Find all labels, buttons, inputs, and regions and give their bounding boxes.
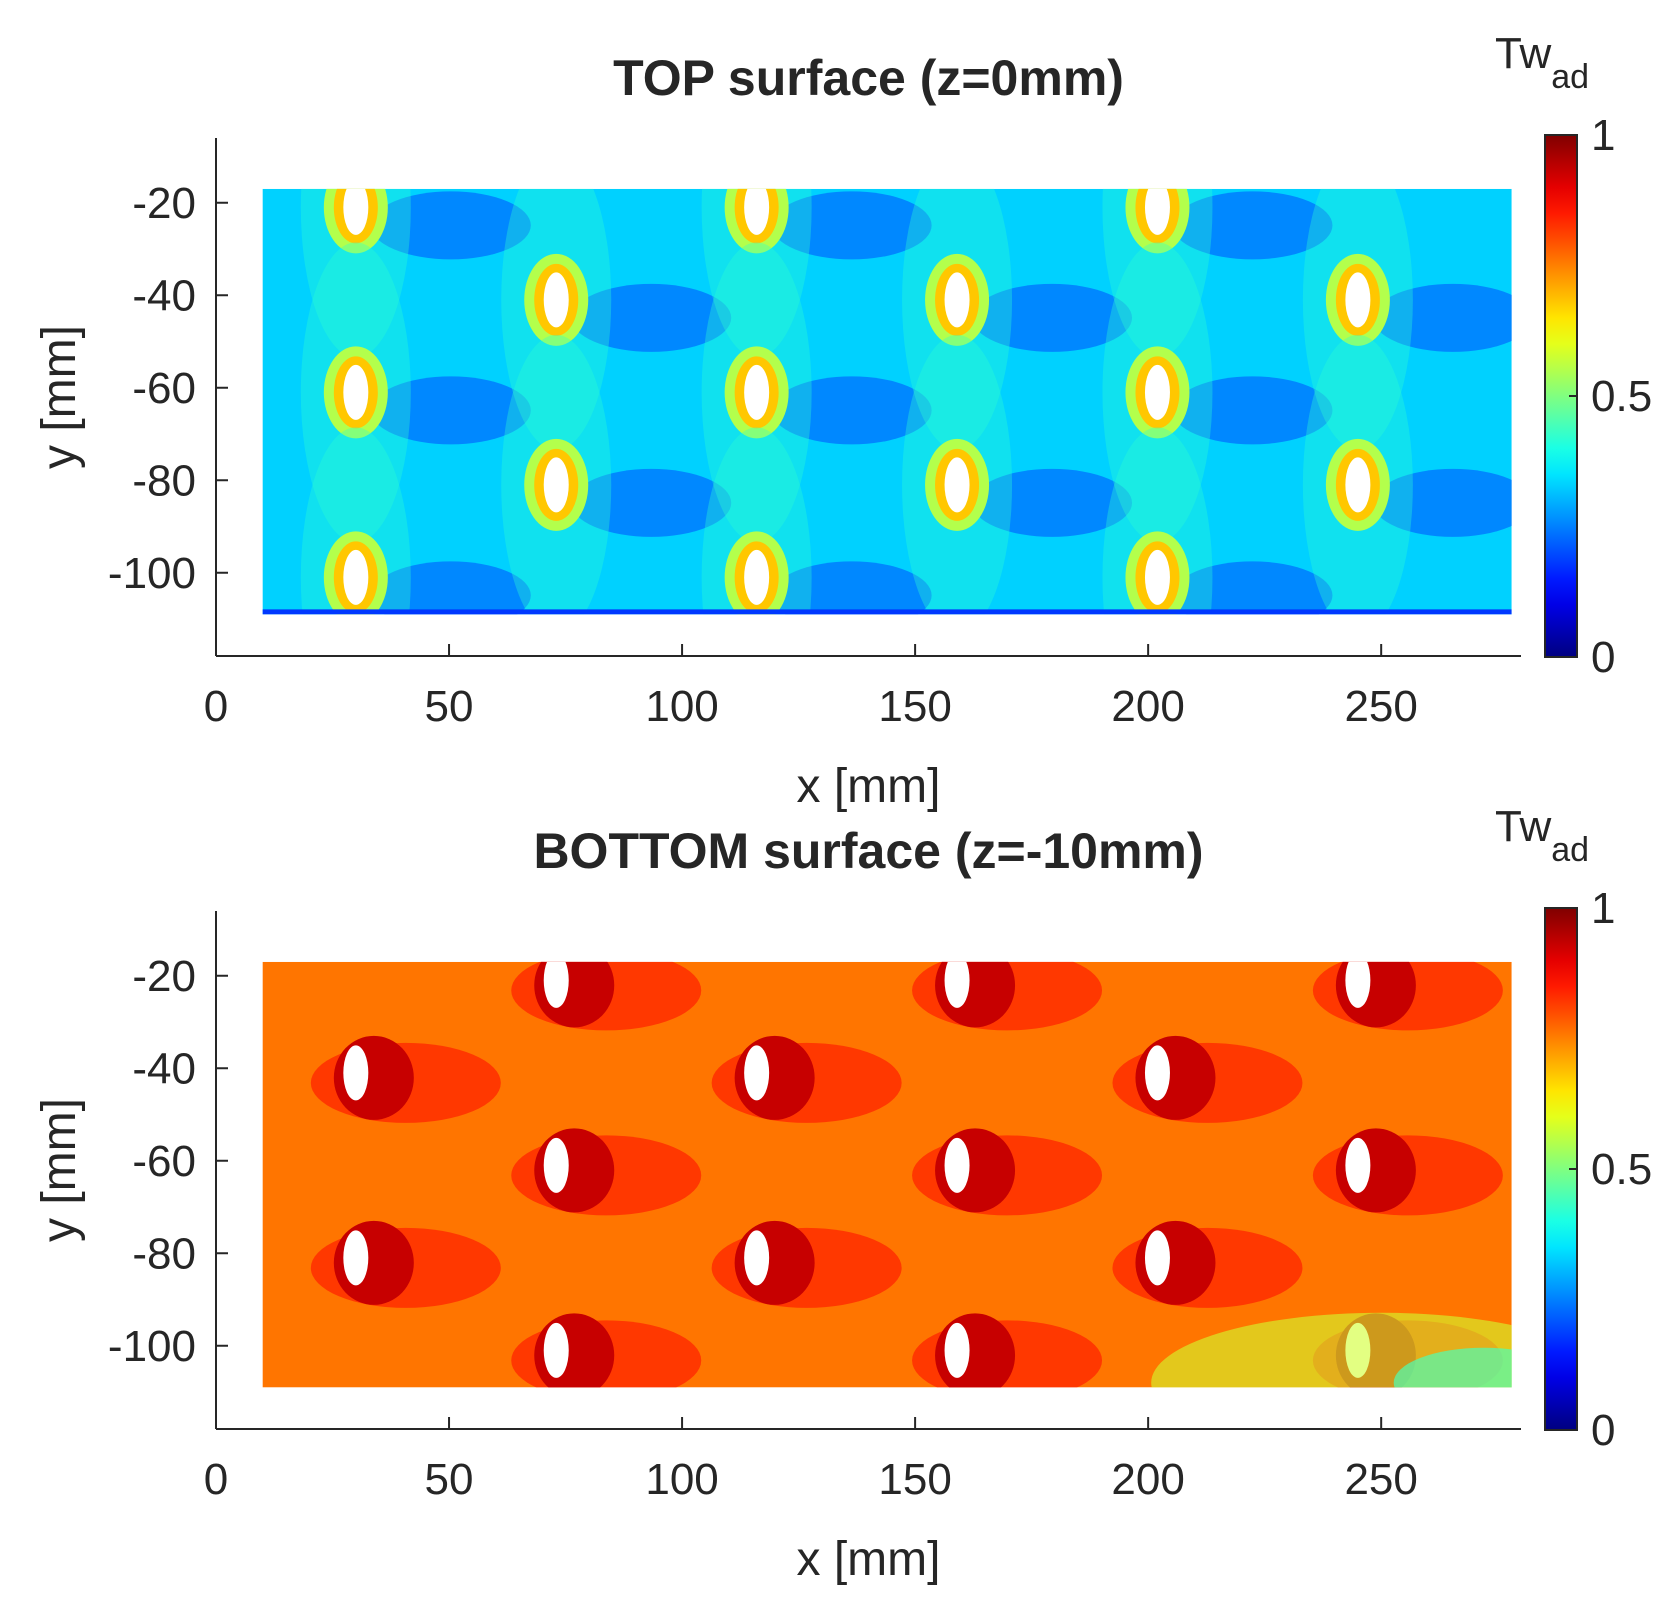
hole-marker xyxy=(1144,549,1170,605)
x-tick-label: 250 xyxy=(1344,1455,1417,1504)
hole-marker xyxy=(543,1322,569,1378)
y-tick-label: -80 xyxy=(132,1229,196,1278)
x-tick-label: 100 xyxy=(645,1455,718,1504)
colorbar-label-sub: ad xyxy=(1551,58,1589,96)
wake-region xyxy=(771,376,932,445)
wake-region xyxy=(1172,191,1333,260)
x-tick-label: 50 xyxy=(425,682,474,731)
y-tick-label: -40 xyxy=(132,1044,196,1093)
x-tick-label: 250 xyxy=(1344,682,1417,731)
colorbar-tick-label: 0.5 xyxy=(1591,1145,1652,1194)
hole-marker xyxy=(944,1137,970,1193)
y-tick-label: -100 xyxy=(108,549,196,598)
wake-region xyxy=(972,283,1133,352)
colorbar-tick-label: 0 xyxy=(1591,1406,1615,1455)
hole-marker xyxy=(744,549,770,605)
hole-marker xyxy=(944,457,970,513)
chart-title: BOTTOM surface (z=-10mm) xyxy=(533,823,1203,879)
y-tick-label: -40 xyxy=(132,271,196,320)
wake-region xyxy=(1172,376,1333,445)
hole-marker xyxy=(944,272,970,328)
streak-region xyxy=(300,188,411,358)
colorbar-label: Twad xyxy=(1495,29,1589,96)
colorbar-label-sub: ad xyxy=(1551,831,1589,869)
y-tick-label: -20 xyxy=(132,179,196,228)
x-tick-label: 0 xyxy=(204,682,228,731)
wake-region xyxy=(571,283,732,352)
x-tick-label: 150 xyxy=(878,1455,951,1504)
heatmap-field xyxy=(262,961,1512,1388)
hole-marker xyxy=(1144,364,1170,420)
x-axis-label: x [mm] xyxy=(797,760,941,813)
colorbar-label-main: Tw xyxy=(1495,802,1551,851)
hole-marker xyxy=(1345,457,1371,513)
heatmap-background xyxy=(262,961,1512,1388)
hole-marker xyxy=(343,364,369,420)
y-tick-label: -100 xyxy=(108,1322,196,1371)
hole-marker xyxy=(944,1322,970,1378)
colorbar-label-main: Tw xyxy=(1495,29,1551,78)
hole-marker xyxy=(944,961,970,1008)
hole-marker xyxy=(343,1045,369,1101)
wake-region xyxy=(1372,468,1512,537)
hole-marker xyxy=(1144,188,1170,235)
cool-region xyxy=(1393,1347,1512,1388)
streak-region xyxy=(701,188,812,358)
colorbar-label: Twad xyxy=(1495,802,1589,869)
edge-strip xyxy=(262,609,1512,615)
x-axis-label: x [mm] xyxy=(797,1533,941,1586)
heatmap-field xyxy=(262,188,1512,615)
wake-region xyxy=(771,191,932,260)
colorbar-tick-label: 0.5 xyxy=(1591,372,1652,421)
y-tick-label: -60 xyxy=(132,1137,196,1186)
hole-marker xyxy=(1345,1137,1371,1193)
hole-marker xyxy=(1144,1045,1170,1101)
hole-marker xyxy=(744,364,770,420)
y-tick-label: -80 xyxy=(132,456,196,505)
wake-region xyxy=(1372,283,1512,352)
hole-marker xyxy=(744,188,770,235)
hole-marker xyxy=(543,961,569,1008)
hole-marker xyxy=(343,188,369,235)
cool-region xyxy=(1151,1312,1512,1388)
hole-marker xyxy=(543,1137,569,1193)
colorbar-tick-label: 1 xyxy=(1591,111,1615,160)
colorbar-tick-label: 0 xyxy=(1591,633,1615,682)
y-axis-label: y [mm] xyxy=(33,325,86,469)
x-tick-label: 100 xyxy=(645,682,718,731)
chart-panel-1: 0 50 100 150 200 250 -20 -40 -60 -80 -100 BOTTOM su… xyxy=(33,802,1652,1586)
chart-title: TOP surface (z=0mm) xyxy=(613,50,1124,106)
wake-region xyxy=(972,468,1133,537)
hole-marker xyxy=(343,549,369,605)
wake-region xyxy=(370,191,531,260)
x-tick-label: 150 xyxy=(878,682,951,731)
hole-marker xyxy=(343,1230,369,1286)
hole-marker xyxy=(543,272,569,328)
x-tick-label: 0 xyxy=(204,1455,228,1504)
wake-region xyxy=(1172,561,1333,615)
hole-marker xyxy=(1345,961,1371,1008)
wake-region xyxy=(571,468,732,537)
streak-region xyxy=(1102,188,1213,358)
wake-region xyxy=(370,561,531,615)
hole-marker xyxy=(744,1045,770,1101)
hole-marker xyxy=(1345,272,1371,328)
wake-region xyxy=(370,376,531,445)
hole-marker xyxy=(543,457,569,513)
x-tick-label: 200 xyxy=(1111,682,1184,731)
chart-panel-0: 0 50 100 150 200 250 -20 -40 -60 -80 -100 TOP surfa… xyxy=(33,29,1652,813)
wake-region xyxy=(771,561,932,615)
y-tick-label: -60 xyxy=(132,364,196,413)
x-tick-label: 50 xyxy=(425,1455,474,1504)
y-tick-label: -20 xyxy=(132,952,196,1001)
y-axis-label: y [mm] xyxy=(33,1098,86,1242)
hole-marker xyxy=(1144,1230,1170,1286)
x-tick-label: 200 xyxy=(1111,1455,1184,1504)
colorbar-tick-label: 1 xyxy=(1591,884,1615,933)
hole-marker xyxy=(744,1230,770,1286)
